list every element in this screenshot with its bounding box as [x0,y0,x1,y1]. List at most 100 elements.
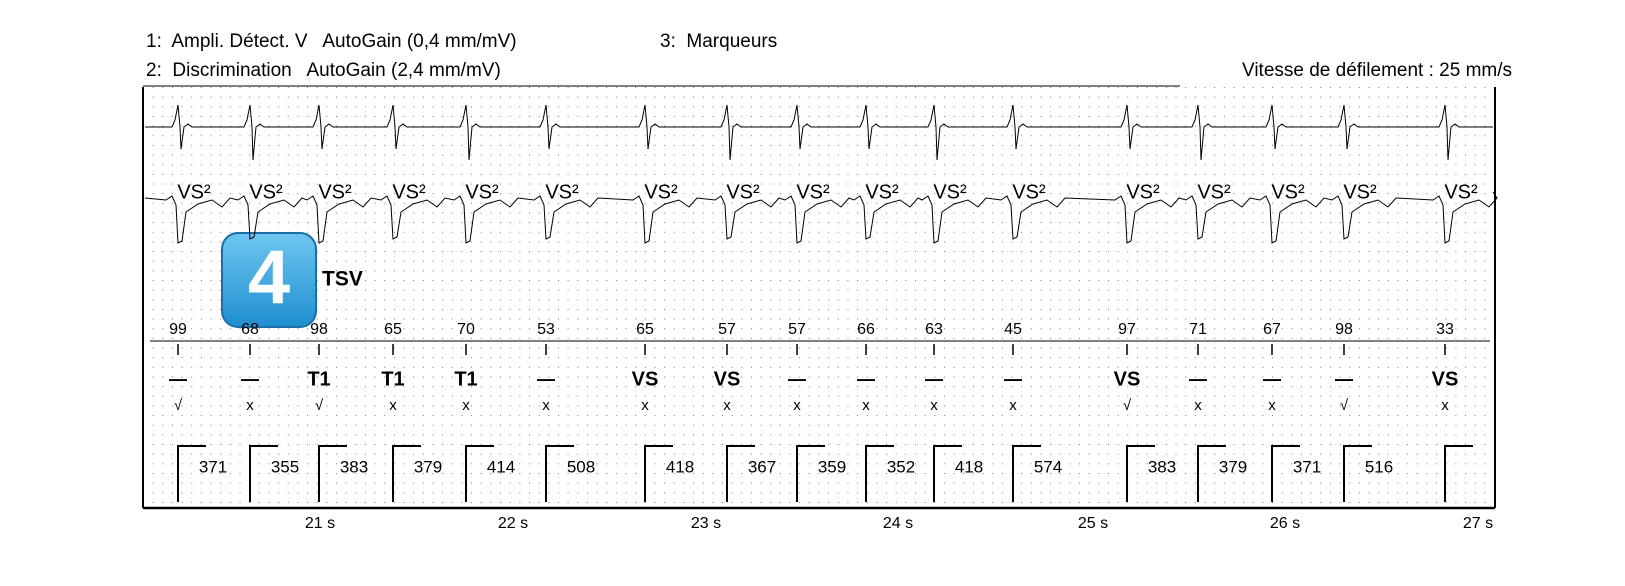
marker: — [1189,369,1207,389]
marker: VS [714,368,741,390]
check: √ [174,397,183,414]
interval: 516 [1365,457,1393,476]
time-label: 26 s [1270,515,1300,532]
rate: 65 [384,321,402,338]
interval-bracket [865,445,894,502]
interval: 379 [1219,457,1247,476]
grid [143,87,1495,508]
marker: — [537,369,555,389]
interval: 383 [1148,457,1176,476]
interval-bracket [933,445,962,502]
rate: 53 [537,321,555,338]
beat-label: VS² [933,181,967,203]
interval: 367 [748,457,776,476]
beat-label: VS² [177,181,211,203]
rate: 57 [718,321,736,338]
check: x [1194,397,1202,414]
time-label: 22 s [498,515,528,532]
rate: 70 [457,321,475,338]
interval: 508 [567,457,595,476]
interval: 352 [887,457,915,476]
rate: 98 [310,321,328,338]
rate: 71 [1189,321,1207,338]
rate: 67 [1263,321,1281,338]
interval: 418 [955,457,983,476]
check: x [389,397,397,414]
check: x [1268,397,1276,414]
beat-label: VS² [392,181,426,203]
check: x [542,397,550,414]
interval: 414 [487,457,515,476]
badge: 4 [221,232,317,328]
check: √ [315,397,324,414]
check: x [862,397,870,414]
rate: 33 [1436,321,1454,338]
check: √ [1123,397,1132,414]
marker: VS [1114,368,1141,390]
interval-bracket [177,445,206,502]
time-label: 21 s [305,515,335,532]
time-label: 23 s [691,515,721,532]
check: x [1441,397,1449,414]
time-label: 25 s [1078,515,1108,532]
channel-1-label: 1: Ampli. Détect. V AutoGain (0,4 mm/mV) [146,31,517,52]
interval: 355 [271,457,299,476]
beat-label: VS² [465,181,499,203]
beat-label: VS² [1444,181,1478,203]
beat-label: VS² [796,181,830,203]
channel-3-label: 3: Marqueurs [660,31,777,52]
channel-2-label: 2: Discrimination AutoGain (2,4 mm/mV) [146,60,501,81]
marker: T1 [381,368,404,390]
marker: T1 [307,368,330,390]
interval: 574 [1034,457,1062,476]
beat-label: VS² [1343,181,1377,203]
beat-label: VS² [1197,181,1231,203]
marker: — [788,369,806,389]
beat-label: VS² [726,181,760,203]
rate: 45 [1004,321,1022,338]
interval-bracket [1343,445,1372,502]
check: x [246,397,254,414]
interval: 379 [414,457,442,476]
check: x [641,397,649,414]
interval-bracket [1271,445,1300,502]
ecg-trace-1 [145,104,1493,161]
marker: — [1335,369,1353,389]
interval-bracket [465,445,494,502]
marker: — [169,369,187,389]
time-label: 24 s [883,515,913,532]
rate: 63 [925,321,943,338]
rate: 98 [1335,321,1353,338]
interval: 371 [1293,457,1321,476]
rate: 99 [169,321,187,338]
beat-label: VS² [545,181,579,203]
ecg-trace-2 [144,191,1498,244]
badge-number: 4 [248,235,290,320]
beat-label: VS² [1012,181,1046,203]
rate: 97 [1118,321,1136,338]
time-label: 27 s [1463,515,1493,532]
interval-bracket [249,445,278,502]
interval: 359 [818,457,846,476]
check: x [793,397,801,414]
interval-bracket [1126,445,1155,502]
marker: — [857,369,875,389]
beat-label: VS² [1126,181,1160,203]
interval-bracket [1012,445,1041,502]
beat-label: VS² [1271,181,1305,203]
marker: — [1004,369,1022,389]
marker: — [925,369,943,389]
marker: VS [1432,368,1459,390]
rate: 66 [857,321,875,338]
beat-label: VS² [249,181,283,203]
interval-bracket [392,445,421,502]
check: √ [1340,397,1349,414]
check: x [1009,397,1017,414]
rate: 68 [241,321,259,338]
interval-bracket [726,445,755,502]
interval: 383 [340,457,368,476]
interval-bracket [545,445,574,502]
annotation: TSV [322,268,363,291]
